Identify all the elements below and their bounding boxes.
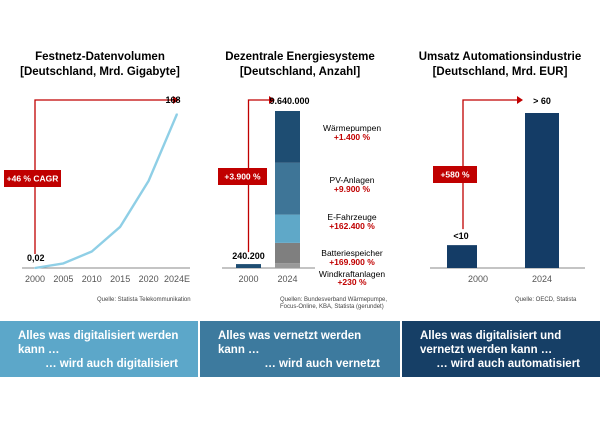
panel-data-volume: Festnetz-Datenvolumen [Deutschland, Mrd.…: [0, 0, 200, 320]
x-tick-label: 2015: [110, 274, 130, 284]
chart-source-line1: Quellen: Bundesverband Wärmepumpe,: [280, 297, 388, 303]
panel-energy-systems: Dezentrale Energiesysteme [Deutschland, …: [200, 0, 400, 320]
bar-2024-segment: [275, 111, 300, 163]
cagr-callout-label: +46 % CAGR: [7, 174, 59, 184]
bar-chart: <10 > 60 +580 % 2000 2024: [430, 96, 585, 284]
chart-source: Quelle: OECD, Statista: [515, 297, 577, 303]
footer-line1: Alles was digitalisiert werden: [18, 330, 179, 342]
segment-growth-label: +1.400 %: [334, 132, 371, 142]
growth-callout-label: +3.900 %: [224, 172, 261, 182]
stacked-bar-chart: +3.900 % 240.200 9.640.000 Windkraftanlagen…: [218, 96, 385, 287]
chart-title-line2: [Deutschland, Mrd. Gigabyte]: [20, 66, 180, 78]
footer-line1: Alles was vernetzt werden: [218, 330, 362, 342]
footer-line2: kann …: [218, 344, 260, 356]
segment-growth-label: +169.900 %: [329, 257, 375, 267]
growth-arrowhead: [173, 96, 179, 104]
data-point: [34, 267, 36, 269]
segment-growth-label: +9.900 %: [334, 184, 371, 194]
segment-name-label: PV-Anlagen: [330, 175, 375, 185]
segment-growth-label: +230 %: [337, 277, 367, 287]
data-point: [62, 262, 65, 265]
chart-title-line1: Festnetz-Datenvolumen: [35, 51, 165, 63]
footer-banner-networked: Alles was vernetzt werden kann … … wird …: [200, 321, 400, 377]
cagr-callout-box: [4, 170, 61, 187]
footer-banner-digitalized: Alles was digitalisiert werden kann … … …: [0, 321, 198, 377]
data-volume-line: [34, 113, 179, 270]
growth-bracket: [34, 99, 173, 254]
footer-line3: … wird auch automatisiert: [436, 358, 580, 370]
data-point: [147, 180, 150, 182]
growth-bracket: [462, 99, 517, 230]
bar-2024-segment: [275, 242, 300, 264]
data-label-2000: 0,02: [27, 253, 45, 263]
chart-title: Umsatz Automationsindustrie [Deutschland…: [400, 50, 600, 80]
bar-2024-segment: [275, 263, 300, 268]
footer-line3: … wird auch vernetzt: [264, 358, 380, 370]
chart-title-line1: Dezentrale Energiesysteme: [225, 51, 375, 63]
footer-line2: kann …: [18, 344, 60, 356]
bar-2000: [236, 264, 261, 268]
x-tick-label: 2024E: [164, 274, 190, 284]
footer-line3: … wird auch digitalisiert: [45, 358, 178, 370]
panel-automation-revenue: Umsatz Automationsindustrie [Deutschland…: [400, 0, 600, 320]
x-tick-label: 2020: [139, 274, 159, 284]
total-label-2000: 240.200: [232, 251, 265, 261]
growth-arrowhead: [517, 96, 523, 104]
growth-callout-label: +580 %: [440, 170, 470, 180]
growth-callout-box: [218, 168, 267, 185]
growth-arrowhead: [269, 96, 275, 104]
x-tick-label: 2024: [277, 274, 297, 284]
bar-2024-segment: [275, 162, 300, 215]
total-label-2024: 9.640.000: [269, 96, 309, 106]
segment-name-label: Batteriespeicher: [321, 248, 383, 258]
chart-title: Festnetz-Datenvolumen [Deutschland, Mrd.…: [0, 50, 200, 80]
chart-source: Quellen: Bundesverband Wärmepumpe, Focus…: [280, 297, 387, 311]
chart-source-line2: Focus-Online, KBA, Statista (gerundet): [280, 304, 384, 310]
data-point: [176, 113, 178, 115]
footer-line1: Alles was digitalisiert und: [420, 330, 562, 342]
footer-line2: vernetzt werden kann …: [420, 344, 553, 356]
growth-bracket: [247, 99, 269, 253]
chart-title-line1: Umsatz Automationsindustrie: [418, 51, 582, 63]
x-tick-label: 2000: [25, 274, 45, 284]
x-tick-label: 2010: [82, 274, 102, 284]
x-tick-label: 2000: [238, 274, 258, 284]
segment-name-label: Wärmepumpen: [323, 123, 381, 133]
bar-2024-segment: [275, 214, 300, 243]
value-label-2024: > 60: [533, 96, 551, 106]
chart-title-line2: [Deutschland, Anzahl]: [239, 66, 361, 78]
footer-banner-automated: Alles was digitalisiert und vernetzt wer…: [402, 321, 600, 377]
data-point: [119, 225, 121, 228]
segment-growth-label: +162.400 %: [329, 221, 375, 231]
chart-source: Quelle: Statista Telekommunikation: [97, 297, 191, 303]
segment-name-label: E-Fahrzeuge: [327, 212, 376, 222]
value-label-2000: <10: [453, 231, 468, 241]
x-tick-label: 2024: [532, 274, 552, 284]
x-tick-label: 2000: [468, 274, 488, 284]
revenue-bar: [525, 113, 559, 268]
segment-name-label: Windkraftanlagen: [319, 269, 385, 279]
chart-title-line2: [Deutschland, Mrd. EUR]: [432, 66, 568, 78]
chart-title: Dezentrale Energiesysteme [Deutschland, …: [200, 50, 400, 80]
line-chart: +46 % CAGR 0,02 168 2000 2005 2010 2015 2020 202…: [4, 95, 190, 284]
data-label-2024E: 168: [165, 95, 180, 105]
x-tick-label: 2005: [53, 274, 73, 284]
revenue-bar: [447, 245, 477, 268]
data-point: [91, 250, 93, 253]
growth-callout-box: [433, 166, 477, 183]
